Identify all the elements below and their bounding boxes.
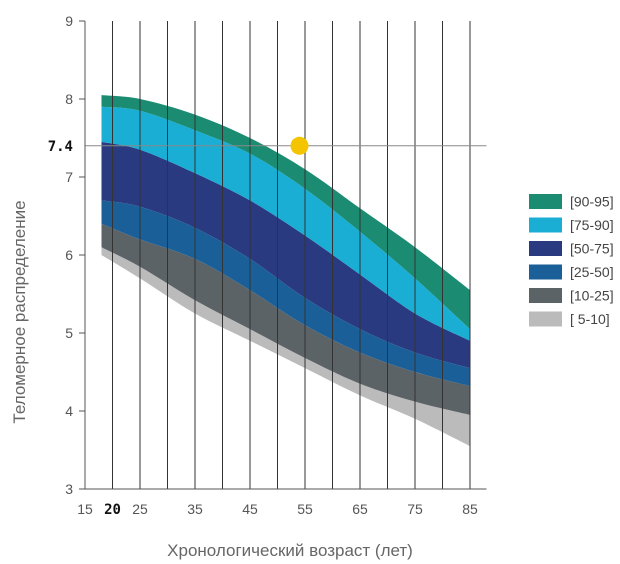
band-5-10 xyxy=(101,247,470,447)
legend-label: [50-75] xyxy=(570,241,614,257)
gridlines xyxy=(85,21,487,489)
x-tick-label: 55 xyxy=(297,501,313,517)
marker-value-label: 7.4 xyxy=(48,139,73,155)
x-tick-label: 45 xyxy=(242,501,258,517)
y-tick-label: 8 xyxy=(65,91,73,107)
legend-swatch xyxy=(529,241,562,256)
band-75-90 xyxy=(101,106,470,341)
legend-swatch xyxy=(529,217,562,233)
legend-swatch xyxy=(529,264,562,280)
x-tick-label: 85 xyxy=(462,501,478,517)
legend-label: [90-95] xyxy=(570,194,614,210)
x-tick-label: 20 xyxy=(104,502,121,518)
legend-label: [10-25] xyxy=(570,288,614,304)
legend-label: [25-50] xyxy=(570,264,614,280)
legend-label: [ 5-10] xyxy=(570,311,610,327)
y-tick-label: 9 xyxy=(65,13,73,29)
percentile-bands xyxy=(101,95,470,447)
legend-swatch xyxy=(529,288,562,303)
y-tick-label: 3 xyxy=(65,481,73,497)
legend-swatch xyxy=(529,194,562,209)
band-25-50 xyxy=(101,200,470,387)
legend-swatch xyxy=(529,311,562,327)
y-tick-label: 7 xyxy=(65,169,73,185)
x-axis-ticks: 15 20 25 35 45 55 65 75 85 xyxy=(77,501,478,518)
marker-group: 7.4 xyxy=(48,136,309,155)
y-axis-title: Теломерное распределение xyxy=(10,200,29,423)
x-tick-label: 75 xyxy=(407,501,423,517)
y-tick-label: 5 xyxy=(65,325,73,341)
x-tick-label: 35 xyxy=(187,501,203,517)
x-tick-label: 15 xyxy=(77,501,93,517)
x-tick-label: 65 xyxy=(352,501,368,517)
x-tick-label: 25 xyxy=(132,501,148,517)
legend-label: [75-90] xyxy=(570,217,614,233)
marker-dot xyxy=(290,136,309,155)
x-axis-title: Хронологический возраст (лет) xyxy=(167,541,413,560)
y-axis-ticks: 3 4 5 6 7 8 9 xyxy=(65,13,85,497)
band-10-25 xyxy=(101,223,470,415)
legend: [90-95] [75-90] [50-75] [25-50] [10-25] [ 5-1… xyxy=(529,194,614,327)
band-50-75 xyxy=(101,141,470,369)
y-tick-label: 6 xyxy=(65,247,73,263)
y-tick-label: 4 xyxy=(65,403,73,419)
